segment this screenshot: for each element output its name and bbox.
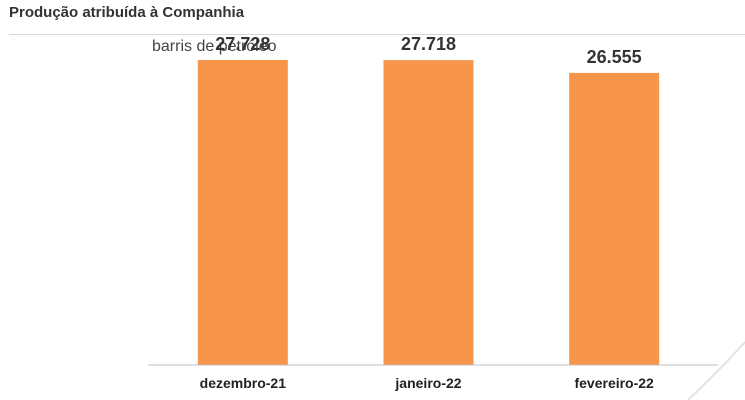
bar-janeiro-22 [383,60,474,366]
x-tick-label-fevereiro-22: fevereiro-22 [574,375,654,391]
panel-title: Produção atribuída à Companhia [9,4,245,21]
bar-dezembro-21 [197,59,288,365]
x-tick-label-janeiro-22: janeiro-22 [394,375,461,391]
y-axis-unit-label: barris de petróleo [152,38,277,55]
value-labels-group: 27.728 27.718 26.555 [215,34,641,67]
value-label-dezembro-21: 27.728 [215,34,270,54]
tick-labels-group: dezembro-21 janeiro-22 fevereiro-22 [200,375,654,391]
value-label-fevereiro-22: 26.555 [587,47,642,67]
bars-group [197,59,660,366]
title-divider [9,34,745,35]
value-label-janeiro-22: 27.718 [401,34,456,54]
bar-fevereiro-22 [569,72,660,366]
x-tick-label-dezembro-21: dezembro-21 [200,375,287,391]
